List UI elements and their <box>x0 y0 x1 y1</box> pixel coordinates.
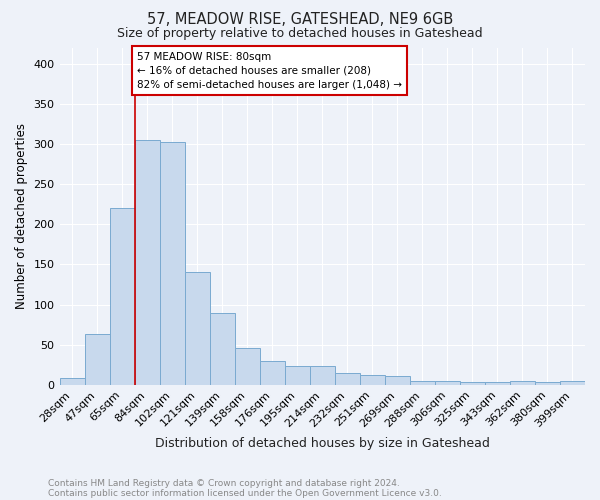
Text: Size of property relative to detached houses in Gateshead: Size of property relative to detached ho… <box>117 28 483 40</box>
Text: Contains public sector information licensed under the Open Government Licence v3: Contains public sector information licen… <box>48 488 442 498</box>
Bar <box>85 334 110 385</box>
Text: 57 MEADOW RISE: 80sqm
← 16% of detached houses are smaller (208)
82% of semi-det: 57 MEADOW RISE: 80sqm ← 16% of detached … <box>137 52 402 90</box>
X-axis label: Distribution of detached houses by size in Gateshead: Distribution of detached houses by size … <box>155 437 490 450</box>
Bar <box>59 378 85 385</box>
Bar <box>310 366 335 385</box>
Bar <box>260 360 285 385</box>
Bar <box>235 348 260 385</box>
Bar <box>285 366 310 385</box>
Bar <box>110 208 134 385</box>
Text: 57, MEADOW RISE, GATESHEAD, NE9 6GB: 57, MEADOW RISE, GATESHEAD, NE9 6GB <box>147 12 453 28</box>
Bar <box>385 376 410 385</box>
Text: Contains HM Land Registry data © Crown copyright and database right 2024.: Contains HM Land Registry data © Crown c… <box>48 478 400 488</box>
Bar <box>160 142 185 385</box>
Bar <box>435 381 460 385</box>
Bar <box>560 381 585 385</box>
Bar <box>460 382 485 385</box>
Bar <box>360 375 385 385</box>
Bar <box>209 312 235 385</box>
Bar <box>134 140 160 385</box>
Bar <box>510 381 535 385</box>
Bar <box>485 382 510 385</box>
Bar <box>535 382 560 385</box>
Y-axis label: Number of detached properties: Number of detached properties <box>15 123 28 309</box>
Bar <box>410 381 435 385</box>
Bar <box>335 373 360 385</box>
Bar <box>185 272 209 385</box>
